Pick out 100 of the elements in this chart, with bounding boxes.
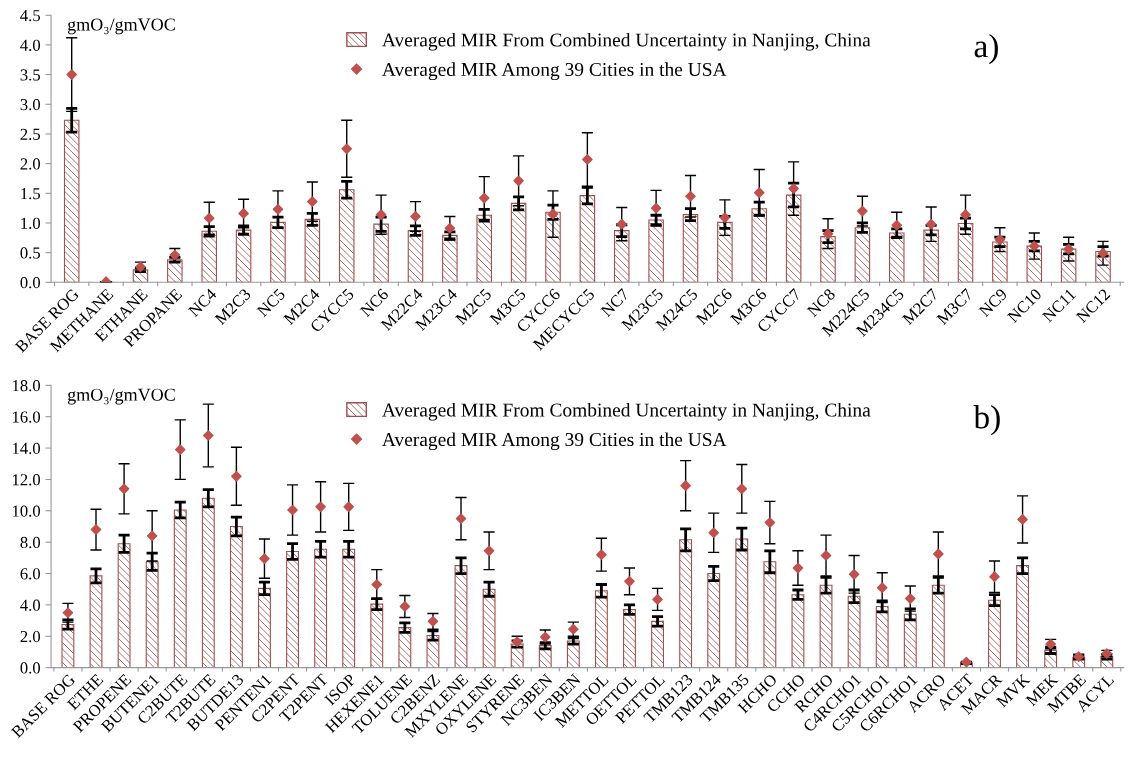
point [904, 593, 916, 604]
bar [173, 509, 187, 668]
bar [342, 548, 356, 668]
point [994, 234, 1006, 245]
bar [286, 551, 299, 668]
point [616, 218, 628, 230]
point [596, 549, 607, 561]
y-tick-label: 3.5 [20, 69, 41, 81]
legend-label: Averaged MIR From Combined Uncertainty in Nanjing, China [382, 32, 871, 51]
bar [566, 640, 580, 668]
point [66, 69, 78, 80]
bar [679, 539, 693, 668]
point [315, 501, 326, 513]
bar [201, 230, 217, 283]
bar [888, 232, 905, 283]
x-tick-label: NC9 [978, 288, 1008, 318]
point [788, 183, 799, 194]
point [719, 212, 731, 223]
y-tick-label: 14.0 [12, 442, 41, 455]
point [822, 228, 834, 239]
bar [957, 223, 974, 283]
bar [648, 219, 664, 283]
y-tick-label: 2.0 [20, 630, 41, 643]
bar [1016, 565, 1030, 668]
y-tick-label: 8.0 [20, 536, 41, 549]
y-tick-label: 1.5 [21, 188, 41, 200]
point [341, 143, 353, 155]
point [736, 483, 748, 495]
bar [235, 229, 252, 283]
bar [89, 575, 103, 668]
point [455, 513, 467, 524]
point [375, 209, 387, 220]
y-tick-label: 1.0 [21, 217, 41, 229]
point [933, 548, 944, 560]
point [820, 550, 832, 561]
point [483, 545, 495, 557]
point [989, 571, 1000, 582]
legend-label: Averaged MIR From Combined Uncertainty in Nanjing, China [382, 402, 871, 421]
bar [510, 202, 527, 283]
legend-label: Averaged MIR Among 39 Cities in the USA [382, 62, 727, 81]
bar [623, 609, 636, 668]
bar [717, 221, 733, 283]
point [925, 218, 937, 230]
point [371, 579, 383, 590]
bar [735, 538, 749, 668]
point [857, 205, 868, 217]
bar [847, 595, 861, 668]
bar [229, 525, 243, 668]
bar [201, 497, 215, 668]
point [259, 553, 270, 564]
bar [476, 214, 493, 283]
bar [923, 229, 939, 283]
point [960, 209, 971, 220]
bar [682, 214, 699, 283]
bar [903, 613, 917, 668]
y-tick-label: 6.0 [20, 568, 41, 580]
y-tick-label: 2.0 [20, 158, 41, 170]
y-tick-label: 4.5 [20, 10, 41, 22]
point [582, 154, 593, 165]
point [307, 196, 318, 207]
bar [988, 599, 1001, 668]
point [90, 524, 102, 535]
bar [454, 565, 468, 668]
point [231, 470, 242, 482]
y-tick-label: 2.5 [20, 128, 41, 140]
point [203, 212, 215, 224]
bar [482, 588, 496, 668]
bar [442, 234, 458, 283]
y-tick-label: 12.0 [12, 474, 41, 486]
y-tick-label: 16.0 [12, 411, 41, 423]
y-tick-label: 4.0 [20, 39, 41, 51]
point [118, 483, 130, 495]
point [764, 517, 776, 528]
bar [785, 194, 802, 283]
bar [61, 623, 75, 668]
point [876, 582, 888, 593]
point [708, 527, 720, 539]
point [792, 562, 804, 574]
point [650, 202, 662, 214]
bar [117, 543, 131, 668]
point [444, 223, 456, 234]
bar [270, 221, 286, 283]
bar [751, 208, 768, 283]
point [203, 430, 214, 441]
point [238, 208, 249, 219]
point [680, 480, 691, 491]
point [891, 220, 903, 231]
y-tick-label: 3.0 [20, 98, 41, 111]
bar [407, 230, 424, 283]
point [287, 504, 298, 516]
point [174, 444, 186, 455]
bar [370, 603, 384, 668]
bar [258, 587, 271, 668]
y-tick-label: 0.5 [20, 247, 41, 259]
point [1017, 514, 1028, 525]
y-tick-label: 0.0 [20, 662, 41, 674]
bar [314, 548, 328, 668]
bar [854, 227, 871, 283]
point [513, 175, 524, 187]
bar [613, 230, 630, 283]
